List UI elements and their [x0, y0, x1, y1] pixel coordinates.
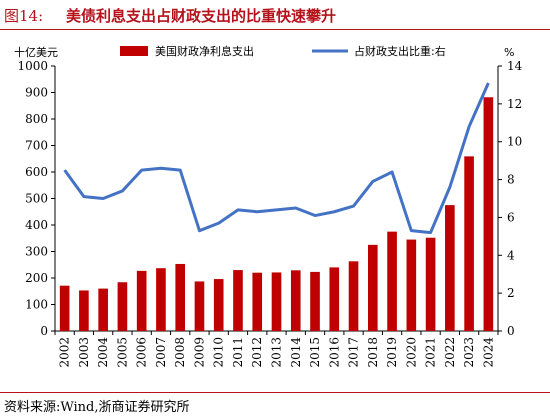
y-left-tick-label: 800	[25, 112, 48, 126]
x-tick-label: 2010	[212, 337, 226, 368]
x-tick-label: 2014	[289, 337, 303, 368]
y-left-tick-label: 700	[25, 139, 48, 153]
y-right-tick-label: 8	[507, 173, 515, 187]
bar	[271, 272, 282, 331]
x-tick-label: 2021	[424, 337, 438, 368]
chart-labels: 0 100 200 300 400 500 600 700 800 900 1000 0 2 4 6 8 10 1…	[14, 45, 523, 368]
x-tick-label: 2012	[250, 337, 264, 368]
bar	[348, 261, 359, 331]
y-left-tick-label: 300	[25, 245, 48, 259]
bar	[175, 263, 186, 331]
bar	[310, 271, 320, 331]
x-tick-label: 2007	[154, 337, 168, 368]
y-left-tick-label: 0	[40, 324, 48, 338]
x-tick-label: 2018	[366, 337, 380, 368]
y-left-unit-label: 十亿美元	[14, 45, 58, 59]
y-right-tick-label: 0	[507, 324, 515, 338]
legend-line-label: 占财政支出比重:右	[354, 44, 446, 58]
y-left-tick-label: 400	[25, 218, 48, 232]
x-tick-label: 2013	[270, 337, 284, 368]
y-right-tick-label: 14	[507, 59, 523, 73]
x-tick-label: 2019	[385, 337, 399, 368]
x-tick-label: 2016	[327, 337, 341, 368]
bar	[367, 244, 378, 331]
y-right-tick-label: 4	[507, 248, 515, 262]
bar	[117, 282, 128, 331]
bar	[213, 279, 224, 331]
bar	[98, 288, 108, 331]
bar	[406, 239, 417, 331]
bar	[233, 270, 243, 331]
x-tick-label: 2002	[58, 337, 72, 368]
chart-legend: 美国财政净利息支出 占财政支出比重:右	[120, 44, 446, 58]
legend-bar-swatch	[120, 46, 148, 56]
chart: 美国财政净利息支出 占财政支出比重:右 010020030040050060070…	[14, 44, 523, 368]
y-left-tick-label: 100	[25, 298, 48, 312]
bar	[252, 272, 263, 331]
y-right-tick-label: 12	[507, 97, 522, 111]
y-left-tick-label: 500	[25, 192, 48, 206]
source-note: 资料来源:Wind,浙商证券研究所	[4, 400, 190, 415]
y-right-tick-label: 6	[507, 210, 515, 224]
bar	[483, 97, 494, 332]
x-tick-label: 2003	[77, 337, 91, 368]
x-tick-label: 2020	[404, 337, 418, 368]
bar	[387, 231, 397, 331]
bar	[79, 290, 89, 331]
figure-title-text: 美债利息支出占财政支出的比重快速攀升	[66, 7, 337, 25]
legend-bar-label: 美国财政净利息支出	[155, 44, 254, 58]
line-path	[63, 82, 490, 235]
bar-series	[59, 97, 494, 332]
x-tick-label: 2022	[443, 337, 457, 368]
y-right-tick-label: 10	[507, 135, 522, 149]
bar	[290, 270, 301, 331]
x-tick-label: 2006	[135, 337, 149, 368]
figure-number: 图14:	[4, 7, 44, 25]
bar	[194, 281, 205, 331]
y-left-tick-label: 900	[25, 86, 48, 100]
figure-title: 图14: 美债利息支出占财政支出的比重快速攀升	[0, 0, 550, 30]
bar	[329, 267, 340, 331]
x-tick-label: 2004	[96, 337, 110, 368]
y-left-tick-label: 600	[25, 165, 48, 179]
x-tick-label: 2009	[192, 337, 206, 368]
bar	[425, 237, 436, 331]
x-tick-label: 2017	[347, 337, 361, 368]
bar	[59, 285, 70, 331]
bar	[136, 270, 147, 331]
y-left-tick-label: 200	[25, 271, 48, 285]
bar	[464, 156, 474, 331]
line-series	[63, 82, 490, 235]
title-divider	[0, 29, 550, 30]
y-right-unit-label: %	[504, 46, 514, 59]
x-tick-label: 2011	[231, 337, 245, 368]
x-tick-label: 2005	[115, 337, 129, 368]
y-right-tick-label: 2	[507, 286, 515, 300]
footer-divider	[0, 392, 550, 393]
x-tick-label: 2008	[173, 337, 187, 368]
bar	[445, 205, 455, 331]
x-tick-label: 2024	[481, 337, 495, 368]
x-tick-label: 2023	[462, 337, 476, 368]
y-left-tick-label: 1000	[17, 59, 48, 73]
bar	[156, 268, 166, 331]
x-tick-label: 2015	[308, 337, 322, 368]
